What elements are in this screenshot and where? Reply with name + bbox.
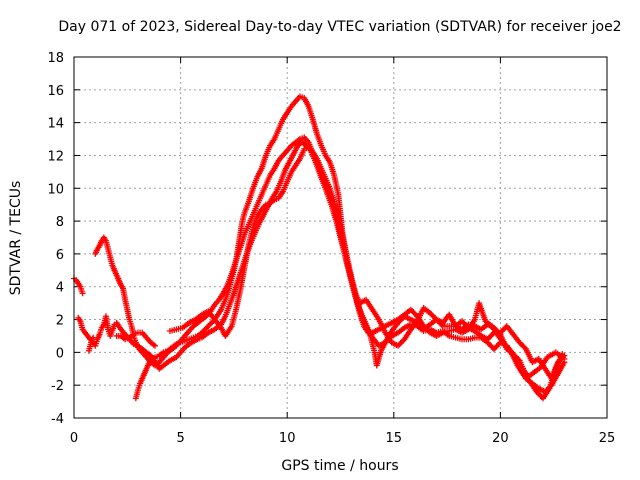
x-axis-label: GPS time / hours bbox=[281, 458, 398, 474]
x-tick-label: 5 bbox=[176, 431, 184, 446]
x-tick-label: 25 bbox=[599, 431, 616, 446]
y-tick-label: 0 bbox=[56, 346, 64, 361]
y-tick-label: 2 bbox=[56, 314, 64, 329]
y-tick-label: 4 bbox=[56, 281, 64, 296]
y-tick-label: -4 bbox=[51, 412, 64, 427]
sdtvar-chart: Day 071 of 2023, Sidereal Day-to-day VTE… bbox=[0, 0, 640, 480]
x-tick-label: 10 bbox=[279, 431, 296, 446]
y-tick-label: 14 bbox=[47, 117, 64, 132]
y-axis-label: SDTVAR / TECUs bbox=[8, 181, 24, 296]
chart-title: Day 071 of 2023, Sidereal Day-to-day VTE… bbox=[58, 19, 621, 35]
y-tick-label: 6 bbox=[56, 248, 64, 263]
y-tick-label: 18 bbox=[47, 51, 64, 66]
x-tick-label: 0 bbox=[70, 431, 78, 446]
x-tick-label: 15 bbox=[386, 431, 403, 446]
y-tick-label: 8 bbox=[56, 215, 64, 230]
x-tick-label: 20 bbox=[492, 431, 509, 446]
y-tick-label: 16 bbox=[47, 84, 64, 99]
axis-ticks: 0 5 10 15 20 25 -4 -2 0 2 4 6 8 10 12 14 16 18 bbox=[47, 51, 615, 446]
y-tick-label: 12 bbox=[47, 149, 64, 164]
y-tick-label: -2 bbox=[51, 379, 64, 394]
y-tick-label: 10 bbox=[47, 182, 64, 197]
data-markers bbox=[71, 93, 567, 401]
